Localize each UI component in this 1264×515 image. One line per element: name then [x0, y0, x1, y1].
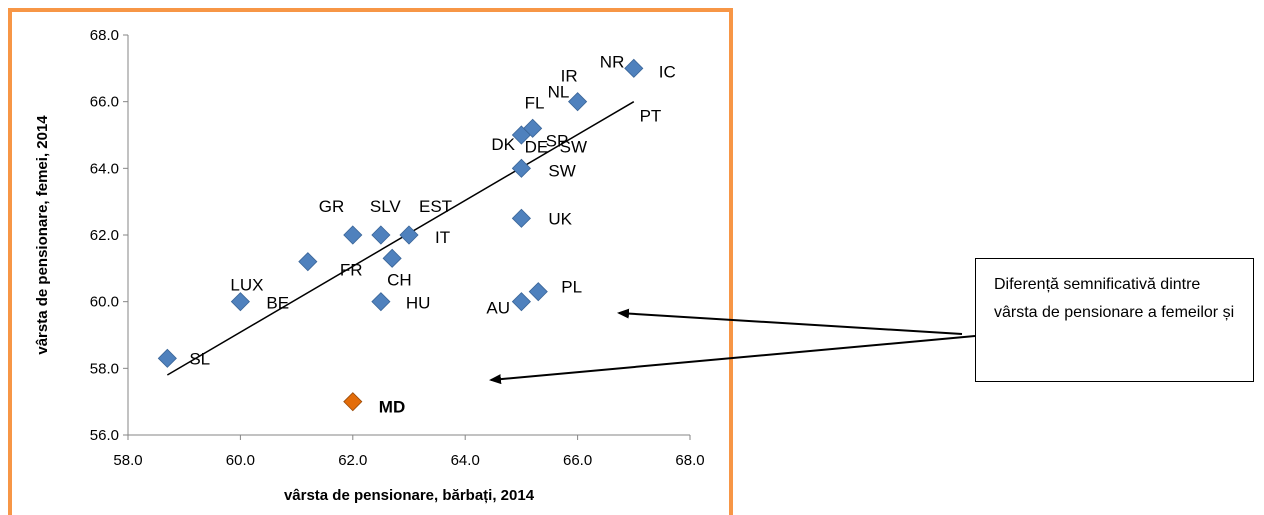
point-marker [528, 282, 548, 302]
y-axis-title: vârsta de pensionare, femei, 2014 [34, 115, 51, 355]
point-marker [371, 292, 391, 312]
y-tick-label: 62.0 [90, 227, 119, 244]
point-marker [298, 252, 318, 272]
point-marker [624, 58, 644, 78]
point-label: NR [600, 52, 625, 71]
y-tick-label: 60.0 [90, 294, 119, 311]
point-marker [343, 225, 363, 245]
y-tick-label: 58.0 [90, 360, 119, 377]
x-tick-label: 60.0 [226, 452, 255, 469]
point-marker [230, 292, 250, 312]
point-label: UK [548, 209, 572, 228]
point-marker [382, 248, 402, 268]
point-marker [511, 208, 531, 228]
y-tick-label: 66.0 [90, 94, 119, 111]
point-label: SL [189, 349, 210, 368]
annotation-arrow-lower [489, 335, 976, 385]
point-label: BE [266, 294, 289, 313]
point-label: DK [491, 135, 515, 154]
point-label: SW [560, 137, 587, 156]
x-tick-label: 62.0 [338, 452, 367, 469]
x-tick-label: 58.0 [113, 452, 142, 469]
point-marker [568, 92, 588, 112]
x-tick-label: 68.0 [675, 452, 704, 469]
annotation-arrow-upper [617, 308, 963, 335]
point-label: PT [640, 107, 662, 126]
point-marker [157, 348, 177, 368]
point-label: HU [406, 294, 431, 313]
y-axis-ticks: 56.0 58.0 60.0 62.0 64.0 66.0 68.0 [90, 27, 128, 444]
point-marker [511, 158, 531, 178]
point-label: IT [435, 228, 450, 247]
annotation-text: Diferență semnificativă dintre vârsta de… [994, 276, 1235, 321]
point-label: PL [561, 278, 582, 297]
point-marker [523, 118, 543, 138]
point-label: FR [340, 261, 363, 280]
point-label: SLV [370, 197, 402, 216]
point-label: AU [486, 299, 510, 318]
point-label: SP [546, 131, 569, 150]
point-label: DE [525, 137, 549, 156]
highlight-point-label: MD [379, 398, 405, 417]
point-label: GR [319, 197, 345, 216]
point-marker [511, 292, 531, 312]
point-label: NL [548, 83, 570, 102]
chart-frame [8, 8, 733, 515]
trendline [166, 101, 635, 376]
point-label: IC [659, 62, 676, 81]
point-marker [399, 225, 419, 245]
highlight-point-marker [343, 392, 363, 412]
x-axis-ticks: 58.0 60.0 62.0 64.0 66.0 68.0 [113, 435, 705, 469]
y-tick-label: 68.0 [90, 27, 119, 44]
y-tick-label: 64.0 [90, 160, 119, 177]
point-label: IR [561, 67, 578, 86]
data-points [157, 58, 644, 412]
point-label: CH [387, 270, 412, 289]
point-label: FL [525, 93, 545, 112]
annotation-box: Diferență semnificativă dintre vârsta de… [975, 258, 1254, 382]
point-marker [371, 225, 391, 245]
x-axis-title: vârsta de pensionare, bărbați, 2014 [284, 487, 535, 504]
point-label: EST [419, 197, 452, 216]
y-tick-label: 56.0 [90, 427, 119, 444]
point-label: SW [548, 161, 575, 180]
x-tick-label: 66.0 [563, 452, 592, 469]
x-tick-label: 64.0 [451, 452, 480, 469]
point-label: LUX [230, 276, 263, 295]
